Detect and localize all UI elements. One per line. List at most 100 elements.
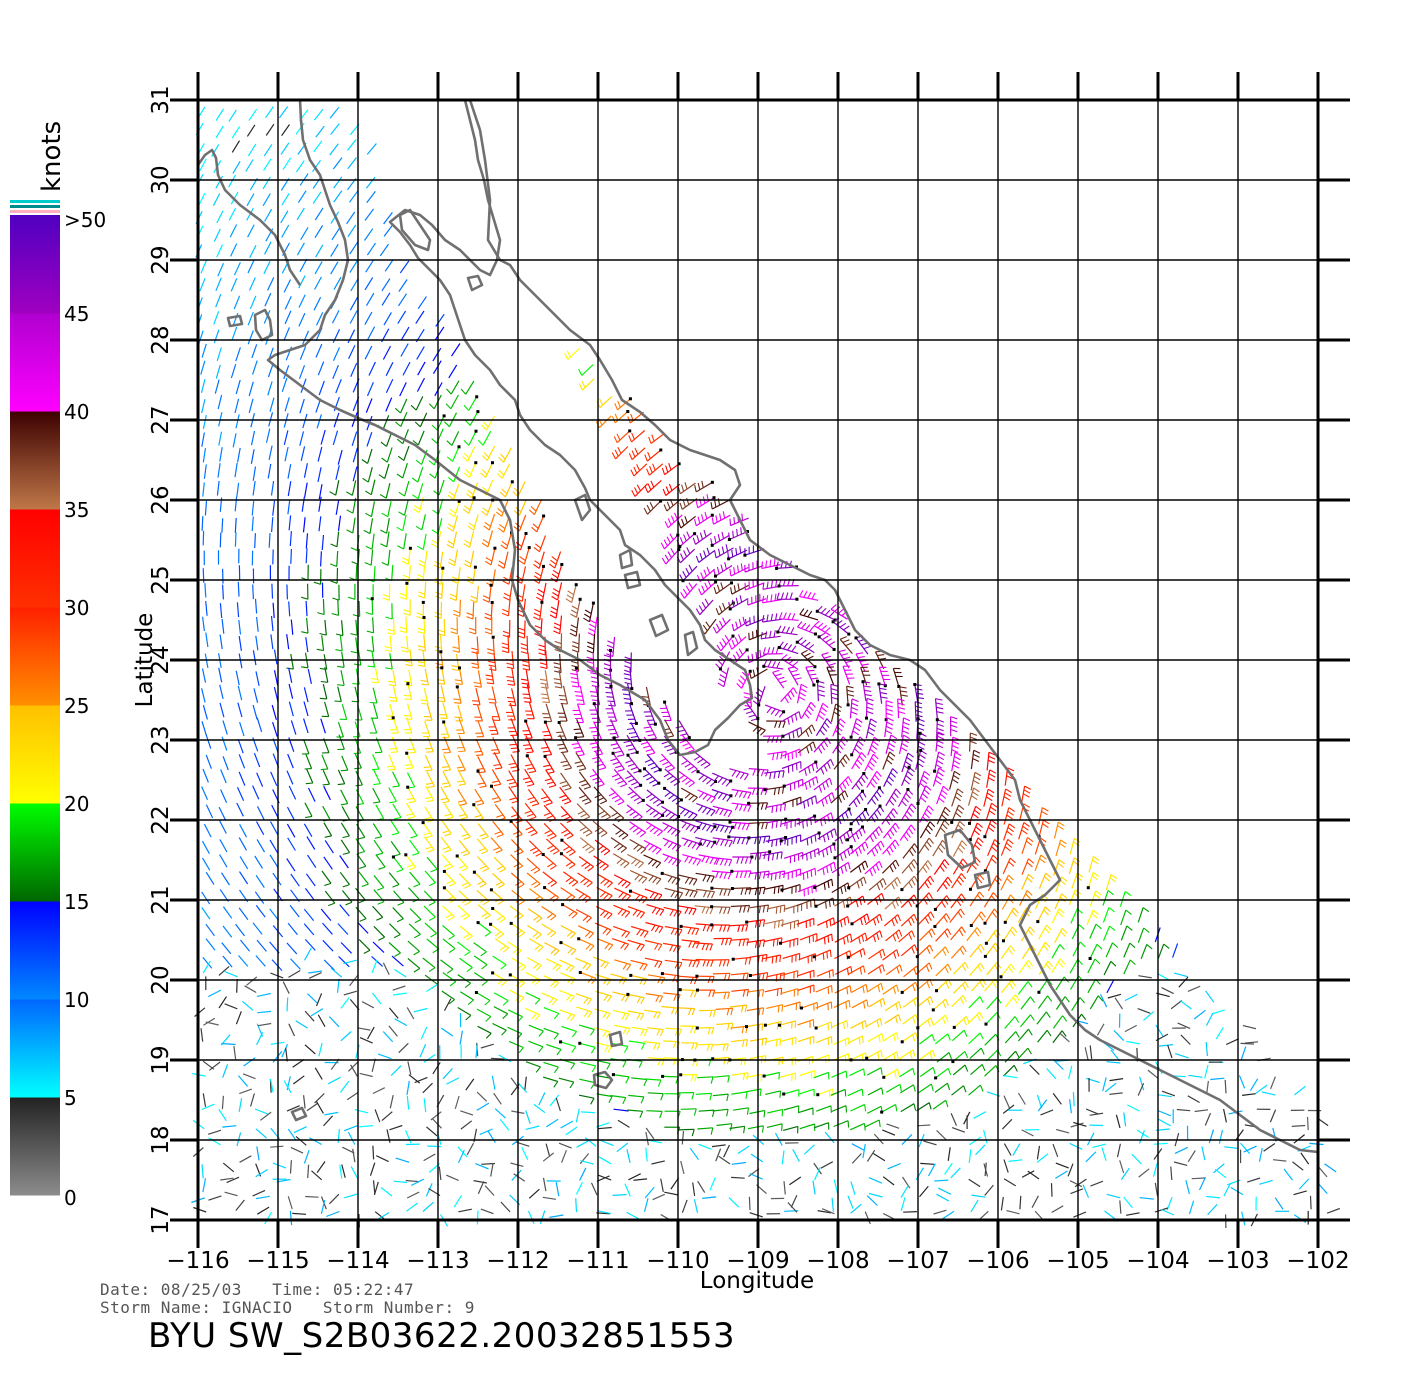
wind-barb — [427, 1145, 442, 1148]
wind-barb — [219, 684, 224, 700]
wind-barb — [417, 581, 427, 599]
wind-barb — [307, 787, 316, 802]
wind-barb — [575, 1198, 578, 1213]
wind-barb — [474, 738, 484, 756]
wind-barb — [284, 446, 289, 462]
wind-barb — [323, 822, 333, 838]
wind-barb — [319, 619, 327, 636]
wind-barb — [200, 360, 206, 375]
wind-barb — [609, 805, 625, 823]
wind-barb — [378, 463, 390, 480]
wind-barb — [300, 378, 307, 393]
wind-barb — [364, 228, 374, 241]
wind-barb — [850, 736, 866, 757]
wind-barb — [717, 667, 730, 688]
wind-barb — [247, 311, 254, 326]
wind-barb — [247, 259, 255, 274]
wind-barb — [453, 599, 461, 618]
wind-barb — [269, 821, 279, 835]
wind-barb — [456, 735, 466, 753]
wind-barb — [450, 343, 461, 357]
wind-barb — [287, 753, 294, 769]
wind-barb — [448, 364, 458, 379]
wind-barb — [464, 410, 480, 426]
wind-barb — [201, 668, 207, 683]
wind-barb — [305, 637, 309, 653]
wind-barb — [815, 702, 829, 722]
wind-barb — [949, 770, 961, 790]
wind-barb — [333, 276, 342, 290]
wind-barb — [797, 741, 817, 754]
wind-barb — [397, 445, 410, 461]
wind-barb — [571, 633, 580, 653]
wind-barb — [800, 649, 817, 669]
wind-barb — [390, 716, 399, 734]
wind-barb — [892, 667, 903, 688]
wind-barb — [570, 666, 580, 688]
x-tick-label: −108 — [806, 1248, 869, 1274]
wind-barb — [339, 704, 348, 721]
wind-barb — [203, 464, 207, 479]
wind-barb — [204, 653, 209, 669]
date-time-line: Date: 08/25/03 Time: 05:22:47 — [100, 1280, 415, 1299]
wind-barb — [645, 803, 665, 821]
wind-barb — [680, 787, 698, 803]
wind-barb — [202, 768, 209, 783]
wind-barb — [202, 616, 205, 632]
wind-barb — [381, 549, 391, 566]
wind-barb — [366, 191, 376, 204]
wind-barb — [493, 752, 503, 770]
wind-barb — [270, 634, 274, 650]
wind-barb — [382, 345, 392, 360]
wind-barb — [474, 788, 485, 806]
wind-barb — [866, 770, 882, 788]
wind-barb — [533, 600, 544, 621]
wind-barb — [417, 650, 426, 667]
wind-barb — [388, 669, 397, 687]
wind-barb — [280, 210, 289, 224]
wind-barb — [273, 649, 278, 665]
wind-barb — [799, 776, 819, 790]
wind-barb — [301, 583, 309, 600]
wind-barb — [367, 326, 376, 340]
wind-barb — [264, 292, 272, 307]
wind-barb — [625, 753, 642, 774]
wind-barb — [425, 771, 436, 789]
wind-barb — [903, 1211, 917, 1213]
wind-barb — [483, 513, 496, 531]
wind-barb — [623, 734, 639, 755]
wind-barb — [199, 277, 206, 292]
wind-barb — [865, 718, 877, 739]
wind-barb — [347, 224, 357, 238]
wind-barb — [425, 786, 435, 803]
wind-barb — [772, 669, 787, 689]
wind-barb — [468, 617, 477, 635]
wind-barb — [932, 767, 945, 787]
wind-barb — [693, 751, 711, 769]
wind-barb — [397, 310, 407, 324]
wind-barb — [303, 718, 309, 734]
wind-barb — [610, 751, 625, 772]
wind-barb — [403, 703, 413, 720]
wind-barb — [815, 718, 832, 737]
wind-barb — [238, 754, 246, 769]
wind-barb — [610, 736, 625, 757]
wind-barb — [221, 619, 225, 634]
wind-barb — [482, 583, 493, 603]
wind-barb — [485, 666, 495, 685]
wind-barb — [477, 430, 492, 446]
wind-barb — [574, 685, 585, 706]
x-tick-label: −104 — [1126, 1248, 1189, 1274]
wind-barb — [312, 191, 322, 204]
wind-barb — [711, 511, 731, 525]
wind-barb — [544, 770, 557, 788]
wind-barb — [403, 717, 413, 734]
wind-barb — [350, 619, 358, 636]
wind-barb — [231, 140, 241, 153]
wind-barb — [830, 683, 839, 705]
wind-barb — [369, 687, 378, 704]
wind-barb — [970, 771, 982, 791]
wind-barb — [399, 616, 408, 634]
wind-barb — [714, 544, 734, 559]
wind-barb — [416, 600, 425, 620]
